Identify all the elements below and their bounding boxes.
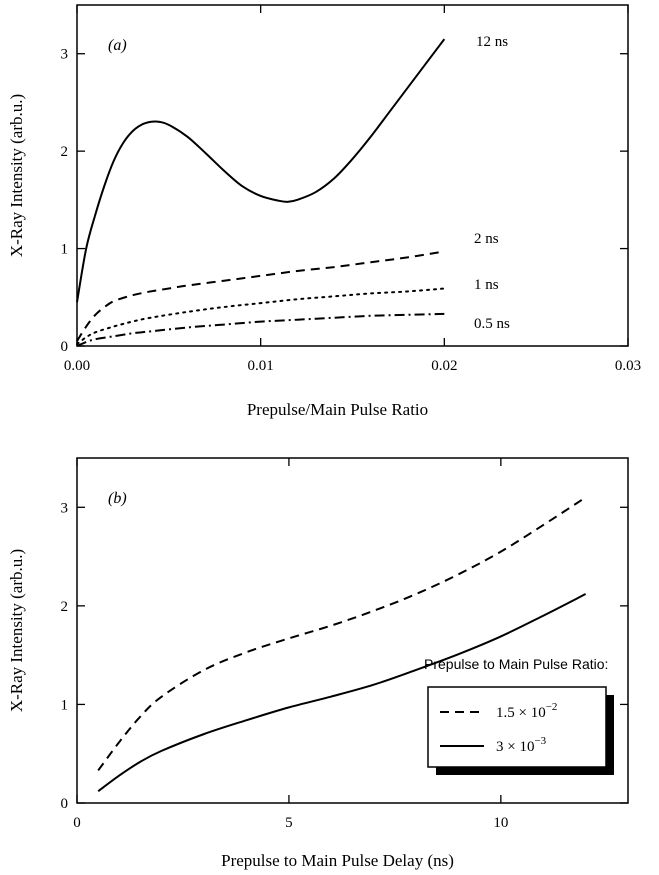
panel-a-series-3-line: [76, 312, 445, 347]
panel-a-x-tick-label: 0.00: [64, 358, 90, 374]
panel-b-x-tick-label: 10: [493, 815, 508, 831]
panel-a-y-tick-label: 1: [61, 242, 69, 258]
panel-a-y-tick-label: 2: [61, 144, 69, 160]
panel-b-series-1-line: [97, 593, 587, 792]
panel-a-y-axis-title: X-Ray Intensity (arb.u.): [7, 94, 26, 257]
panel-a-series-label: 12 ns: [476, 34, 508, 50]
panel-b-y-axis-title: X-Ray Intensity (arb.u.): [7, 549, 26, 712]
panel-b-plot-frame: [76, 457, 629, 804]
legend-entry-0-exponent: −2: [546, 701, 558, 713]
panel-a-series-label: 2 ns: [474, 231, 499, 247]
panel-a-y-tick-label: 0: [61, 339, 69, 355]
panel-b-x-tick-label: 0: [73, 815, 81, 831]
panel-b-x-tick-label: 5: [285, 815, 293, 831]
panel-a-series-2-line: [76, 287, 446, 346]
panel-b-chart: 0 5 10 0 1 2 3 Prepulse to Main Pulse Delay (ns…: [7, 457, 629, 870]
panel-b-x-axis-title: Prepulse to Main Pulse Delay (ns): [221, 851, 454, 870]
legend-entry-0-label: 1.5 × 10−2: [496, 701, 557, 721]
panel-a-series-1-line: [76, 250, 445, 342]
panel-a-series-0-line: [76, 38, 446, 303]
panel-a-plot-frame: [76, 4, 629, 347]
panel-b-panel-label: (b): [108, 490, 127, 507]
panel-b-series-0-line: [97, 496, 587, 772]
panel-b-y-tick-label: 2: [61, 599, 69, 615]
panel-a-x-tick-label: 0.01: [248, 358, 274, 374]
panel-a-x-tick-label: 0.03: [615, 358, 641, 374]
panel-b-y-tick-label: 0: [61, 796, 69, 812]
legend-entry-1-exponent: −3: [534, 735, 546, 747]
panel-a-chart: 0.00 0.01 0.02 0.03 0 1 2 3 Prepulse/Main Pulse …: [7, 4, 641, 419]
legend-title: Prepulse to Main Pulse Ratio:: [424, 656, 608, 672]
panel-b-y-tick-label: 1: [61, 697, 69, 713]
panel-a-x-tick-label: 0.02: [431, 358, 457, 374]
legend-box: [427, 686, 607, 768]
panel-a-series-label: 0.5 ns: [474, 316, 510, 332]
legend-entry-1-label: 3 × 10−3: [496, 735, 547, 755]
panel-a-x-axis-title: Prepulse/Main Pulse Ratio: [247, 400, 428, 419]
panel-a-y-tick-label: 3: [61, 47, 69, 63]
panel-b-y-tick-label: 3: [61, 500, 69, 516]
panel-a-panel-label: (a): [108, 37, 127, 54]
panel-a-series-label: 1 ns: [474, 277, 499, 293]
